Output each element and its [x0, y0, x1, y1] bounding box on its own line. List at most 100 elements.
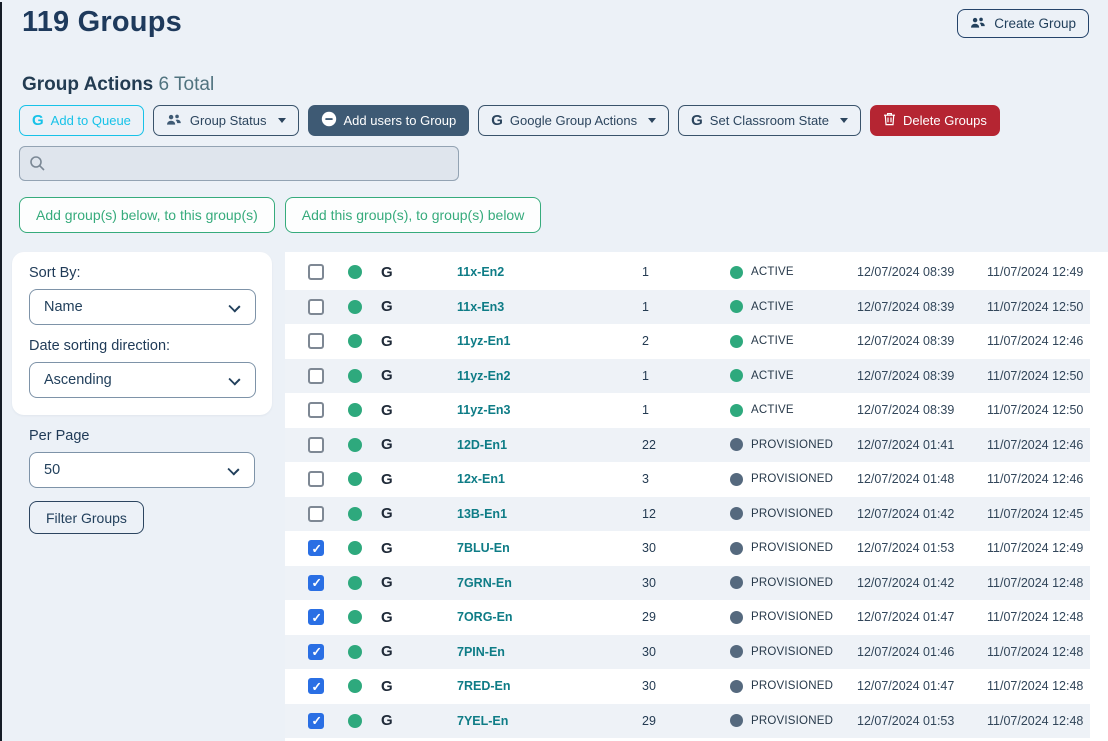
status-label: PROVISIONED — [751, 577, 833, 589]
sort-by-select[interactable]: Name — [29, 289, 256, 325]
chevron-down-icon — [648, 118, 656, 123]
row-checkbox[interactable] — [308, 713, 324, 729]
add-users-label: Add users to Group — [344, 113, 457, 128]
member-count: 3 — [642, 472, 730, 486]
created-date: 12/07/2024 01:42 — [857, 576, 987, 590]
row-checkbox[interactable] — [308, 402, 324, 418]
group-name-link[interactable]: 11yz-En2 — [457, 369, 642, 383]
created-date: 12/07/2024 08:39 — [857, 334, 987, 348]
status-label: ACTIVE — [751, 335, 794, 347]
group-actions-label: Group Actions — [22, 74, 153, 95]
row-checkbox[interactable] — [308, 609, 324, 625]
member-count: 22 — [642, 438, 730, 452]
main-area: Sort By: Name Date sorting direction: As… — [2, 252, 1108, 741]
group-actions-toolbar: G Add to Queue Group Status Add users to… — [19, 105, 1108, 136]
row-checkbox[interactable] — [308, 540, 324, 556]
google-group-actions-label: Google Group Actions — [510, 113, 637, 128]
chevron-down-icon — [228, 373, 240, 385]
add-to-queue-label: Add to Queue — [51, 113, 131, 128]
row-checkbox[interactable] — [308, 333, 324, 349]
created-date: 12/07/2024 01:47 — [857, 610, 987, 624]
table-row: G7ORG-En29PROVISIONED12/07/2024 01:4711/… — [285, 600, 1090, 635]
create-group-button[interactable]: Create Group — [957, 9, 1089, 38]
status-dot-icon — [730, 542, 743, 555]
group-name-link[interactable]: 11yz-En1 — [457, 334, 642, 348]
filter-groups-button[interactable]: Filter Groups — [29, 501, 144, 534]
google-g-icon: G — [381, 643, 457, 660]
group-name-link[interactable]: 7ORG-En — [457, 610, 642, 624]
group-sync-dot-icon — [348, 472, 362, 486]
add-users-to-group-button[interactable]: Add users to Group — [308, 105, 470, 136]
status-badge: ACTIVE — [730, 335, 857, 348]
search-input[interactable] — [19, 146, 459, 181]
trash-icon — [883, 112, 896, 129]
member-count: 1 — [642, 403, 730, 417]
add-to-queue-button[interactable]: G Add to Queue — [19, 105, 144, 136]
table-row: G11x-En21ACTIVE12/07/2024 08:3911/07/202… — [285, 255, 1090, 290]
member-count: 2 — [642, 334, 730, 348]
group-name-link[interactable]: 11x-En3 — [457, 300, 642, 314]
status-label: PROVISIONED — [751, 542, 833, 554]
group-name-link[interactable]: 12x-En1 — [457, 472, 642, 486]
created-date: 12/07/2024 01:48 — [857, 472, 987, 486]
status-dot-icon — [730, 611, 743, 624]
updated-date: 11/07/2024 12:45 — [987, 507, 1090, 521]
chevron-down-icon — [278, 118, 286, 123]
group-name-link[interactable]: 7BLU-En — [457, 541, 642, 555]
row-checkbox[interactable] — [308, 299, 324, 315]
status-dot-icon — [730, 576, 743, 589]
group-sync-dot-icon — [348, 541, 362, 555]
table-row: G7RED-En30PROVISIONED12/07/2024 01:4711/… — [285, 669, 1090, 704]
created-date: 12/07/2024 01:46 — [857, 645, 987, 659]
group-name-link[interactable]: 12D-En1 — [457, 438, 642, 452]
add-groups-below-to-this-button[interactable]: Add group(s) below, to this group(s) — [19, 197, 275, 233]
group-status-dropdown[interactable]: Group Status — [153, 105, 299, 136]
created-date: 12/07/2024 08:39 — [857, 300, 987, 314]
google-g-icon: G — [381, 540, 457, 557]
group-name-link[interactable]: 7YEL-En — [457, 714, 642, 728]
per-page-select[interactable]: 50 — [29, 452, 255, 488]
group-name-link[interactable]: 11yz-En3 — [457, 403, 642, 417]
group-name-link[interactable]: 7PIN-En — [457, 645, 642, 659]
status-dot-icon — [730, 335, 743, 348]
table-row: G11yz-En21ACTIVE12/07/2024 08:3911/07/20… — [285, 359, 1090, 394]
status-dot-icon — [730, 645, 743, 658]
page-title: 119 Groups — [22, 2, 1108, 42]
member-count: 30 — [642, 679, 730, 693]
google-g-icon: G — [381, 333, 457, 350]
member-count: 12 — [642, 507, 730, 521]
group-name-link[interactable]: 13B-En1 — [457, 507, 642, 521]
row-checkbox[interactable] — [308, 644, 324, 660]
group-name-link[interactable]: 7RED-En — [457, 679, 642, 693]
status-badge: PROVISIONED — [730, 542, 857, 555]
row-checkbox[interactable] — [308, 471, 324, 487]
row-checkbox[interactable] — [308, 506, 324, 522]
member-count: 30 — [642, 645, 730, 659]
google-group-actions-dropdown[interactable]: G Google Group Actions — [478, 105, 669, 136]
status-dot-icon — [730, 473, 743, 486]
search-icon — [29, 155, 46, 177]
row-checkbox[interactable] — [308, 575, 324, 591]
table-row: G12D-En122PROVISIONED12/07/2024 01:4111/… — [285, 428, 1090, 463]
delete-groups-button[interactable]: Delete Groups — [870, 105, 1000, 136]
group-sync-dot-icon — [348, 610, 362, 624]
group-sync-dot-icon — [348, 369, 362, 383]
row-checkbox[interactable] — [308, 437, 324, 453]
row-checkbox[interactable] — [308, 264, 324, 280]
created-date: 12/07/2024 08:39 — [857, 265, 987, 279]
group-name-link[interactable]: 7GRN-En — [457, 576, 642, 590]
google-g-icon: G — [381, 298, 457, 315]
row-checkbox[interactable] — [308, 678, 324, 694]
google-g-icon: G — [381, 264, 457, 281]
google-g-icon: G — [381, 471, 457, 488]
set-classroom-state-dropdown[interactable]: G Set Classroom State — [678, 105, 861, 136]
updated-date: 11/07/2024 12:48 — [987, 610, 1090, 624]
date-direction-select[interactable]: Ascending — [29, 362, 256, 398]
google-g-icon: G — [691, 112, 703, 129]
add-this-group-to-below-button[interactable]: Add this group(s), to group(s) below — [285, 197, 542, 233]
status-dot-icon — [730, 680, 743, 693]
status-dot-icon — [730, 266, 743, 279]
row-checkbox[interactable] — [308, 368, 324, 384]
group-name-link[interactable]: 11x-En2 — [457, 265, 642, 279]
group-sync-dot-icon — [348, 679, 362, 693]
